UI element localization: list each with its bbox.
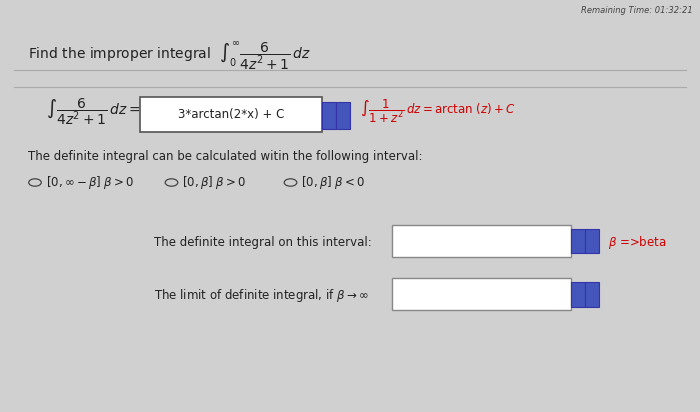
Text: The definite integral on this interval:: The definite integral on this interval:	[154, 236, 372, 249]
Text: $[0,\beta]\; \beta<0$: $[0,\beta]\; \beta<0$	[301, 174, 365, 191]
Text: Remaining Time: 01:32:21: Remaining Time: 01:32:21	[581, 6, 693, 15]
FancyBboxPatch shape	[392, 278, 570, 310]
Text: $\int \dfrac{6}{4z^2+1}\, dz=$: $\int \dfrac{6}{4z^2+1}\, dz=$	[46, 96, 140, 127]
Text: The definite integral can be calculated witin the following interval:: The definite integral can be calculated …	[28, 150, 423, 164]
FancyBboxPatch shape	[140, 97, 322, 132]
Text: $[0,\beta]\; \beta>0$: $[0,\beta]\; \beta>0$	[182, 174, 246, 191]
Text: The limit of definite integral, if $\beta \to \infty$: The limit of definite integral, if $\bet…	[154, 287, 369, 304]
FancyBboxPatch shape	[571, 229, 585, 253]
FancyBboxPatch shape	[322, 102, 336, 129]
Text: $\beta$ =>beta: $\beta$ =>beta	[608, 234, 666, 251]
FancyBboxPatch shape	[392, 225, 570, 257]
FancyBboxPatch shape	[571, 282, 585, 307]
Text: 3*arctan(2*x) + C: 3*arctan(2*x) + C	[178, 108, 284, 121]
FancyBboxPatch shape	[585, 229, 599, 253]
Text: $\int \dfrac{1}{1+z^2}\, dz = \arctan\,(z)+C$: $\int \dfrac{1}{1+z^2}\, dz = \arctan\,(…	[360, 97, 517, 125]
FancyBboxPatch shape	[336, 102, 350, 129]
FancyBboxPatch shape	[585, 282, 599, 307]
Text: Find the improper integral  $\int_0^{\infty} \dfrac{6}{4z^2+1}\, dz$: Find the improper integral $\int_0^{\inf…	[28, 41, 311, 72]
Text: $[0,\infty-\beta]\; \beta>0$: $[0,\infty-\beta]\; \beta>0$	[46, 174, 134, 191]
